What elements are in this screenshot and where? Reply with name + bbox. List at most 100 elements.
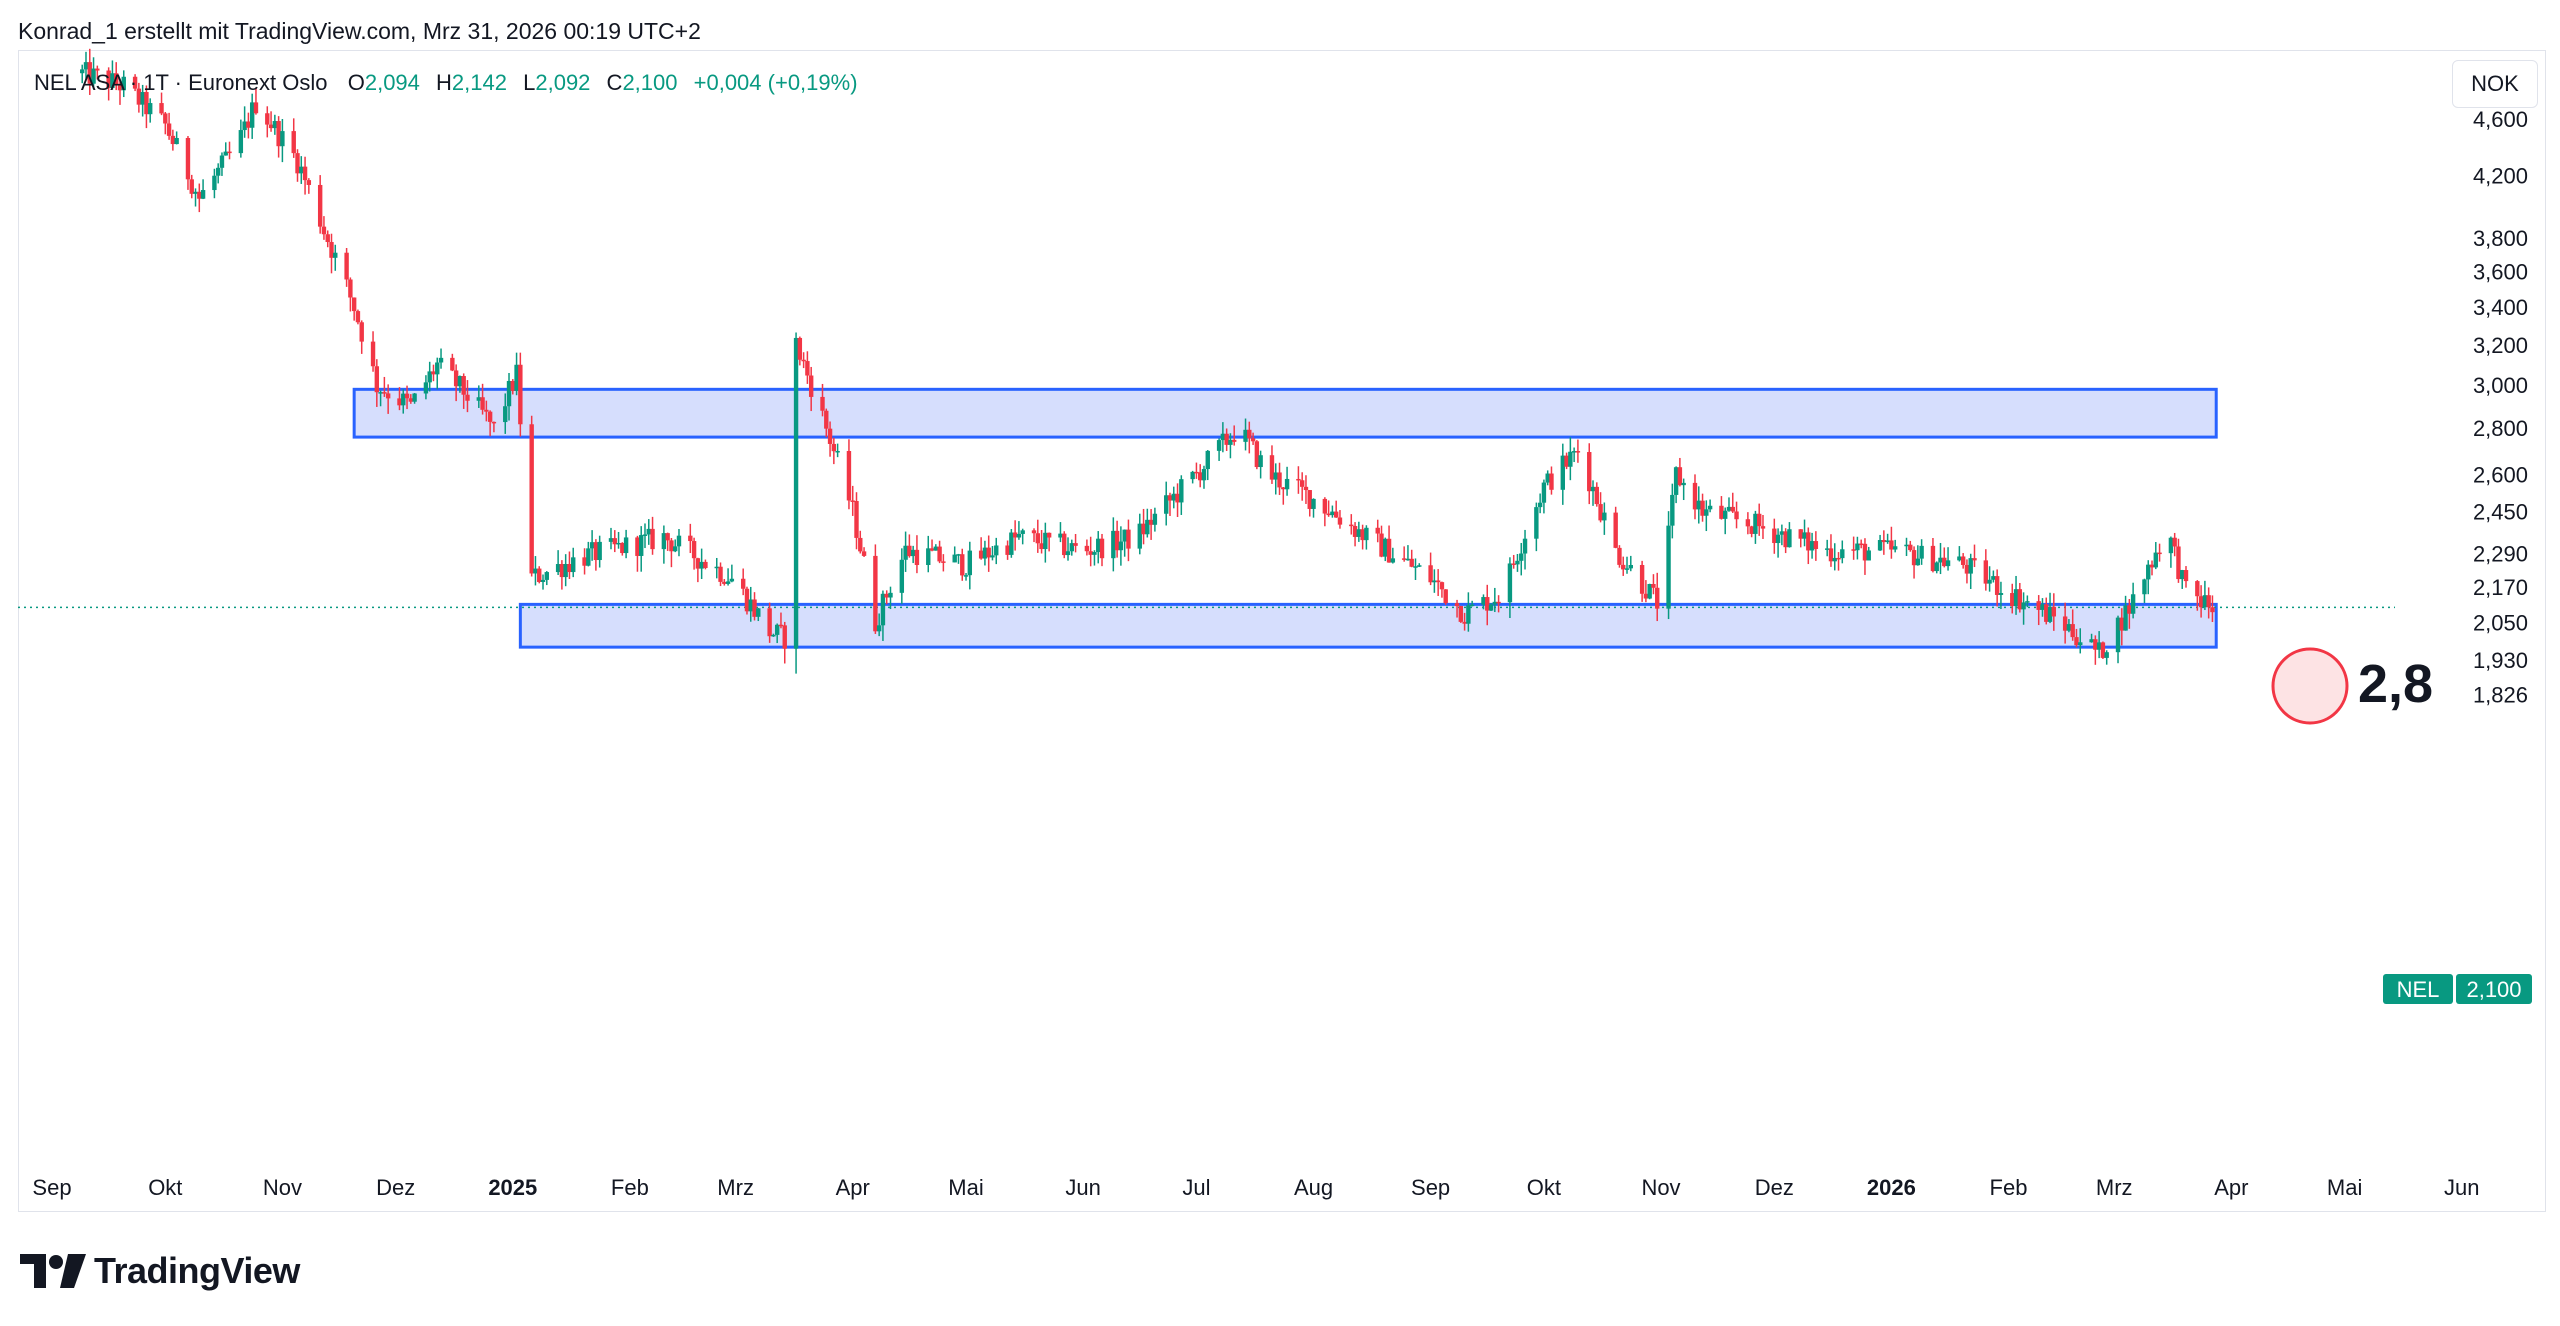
candle-body [835, 451, 840, 453]
candle [514, 352, 519, 396]
candle [888, 586, 893, 610]
candle [408, 394, 414, 404]
candle [850, 485, 855, 516]
candle-body [1624, 568, 1630, 570]
candle [744, 586, 750, 615]
candle [695, 557, 701, 583]
candle [295, 149, 300, 182]
candle [1802, 519, 1807, 547]
candle [174, 131, 179, 145]
candle [223, 142, 228, 156]
price-tick-label: 2,290 [2473, 541, 2528, 566]
candle [1058, 522, 1063, 543]
candle-body [1617, 547, 1622, 565]
candle [1296, 466, 1301, 494]
candle-body [729, 578, 735, 582]
candle [635, 535, 640, 572]
candle [1122, 529, 1127, 557]
candle-body [1639, 564, 1645, 594]
time-tick-label: Feb [611, 1175, 649, 1200]
candle [1824, 539, 1830, 557]
candle [1930, 537, 1936, 573]
candle [533, 556, 538, 586]
candle [359, 320, 364, 354]
candle [1972, 544, 1977, 568]
candle-body [888, 592, 893, 598]
candle [1164, 481, 1169, 526]
candle [933, 544, 939, 551]
candle-body [2195, 581, 2200, 597]
candle-body [1866, 550, 1871, 561]
currency-button[interactable]: NOK [2452, 60, 2538, 108]
candle-body [219, 155, 225, 168]
candle-body [170, 135, 176, 145]
candle [1390, 547, 1396, 564]
candle [994, 537, 999, 565]
candle [1201, 465, 1207, 489]
candle-body [484, 409, 489, 412]
candle [272, 114, 278, 135]
candle [2096, 631, 2102, 659]
candle-body [937, 546, 942, 562]
candle-body [189, 179, 194, 194]
candle-body [774, 624, 780, 635]
candle-body [265, 113, 270, 125]
candle [820, 383, 825, 417]
candle-body [1485, 597, 1490, 611]
candle [778, 612, 784, 629]
chart-frame[interactable] [18, 50, 2546, 1212]
candle [1877, 534, 1883, 551]
candle [782, 621, 787, 664]
candle-body [2021, 602, 2026, 610]
candle [1832, 543, 1837, 571]
candle [1692, 474, 1698, 520]
candle-body [1062, 533, 1067, 556]
candle-body [1877, 540, 1883, 551]
annotation[interactable]: 2,8 [2271, 647, 2433, 725]
candle [1281, 486, 1286, 505]
candle [374, 359, 380, 407]
candle-body [793, 337, 799, 649]
candle-body [197, 191, 202, 199]
price-tick-label: 3,200 [2473, 333, 2528, 358]
candle [876, 613, 882, 637]
candle-body [249, 102, 255, 128]
candle-body [1934, 562, 1939, 572]
candle-body [401, 393, 406, 406]
candle-body [1858, 543, 1864, 546]
candle-body [370, 341, 376, 367]
candle-body [563, 563, 568, 578]
candle [703, 559, 708, 570]
candle-body [1809, 541, 1815, 551]
chart-attribution: Konrad_1 erstellt mit TradingView.com, M… [18, 18, 701, 44]
candle-body [740, 578, 746, 589]
candle-body [223, 151, 228, 156]
candle [2100, 641, 2106, 659]
candle [748, 586, 753, 622]
candle [1126, 519, 1131, 562]
candle-body [718, 566, 723, 582]
candle-body [106, 70, 111, 88]
candle [1987, 566, 1992, 592]
candle [91, 57, 96, 90]
candle-body [1590, 486, 1596, 492]
candle-body [1806, 532, 1811, 551]
candle-body [967, 550, 973, 576]
candle-body [1417, 565, 1422, 567]
candle-body [1137, 523, 1142, 549]
candle-body [1564, 455, 1569, 467]
candle [797, 336, 803, 366]
candle [136, 82, 142, 113]
candle-body [1541, 482, 1547, 503]
candle-body [1991, 576, 1996, 580]
candle [1375, 519, 1380, 543]
candle-body [2093, 639, 2098, 650]
candle-body [1983, 560, 1989, 584]
candle [1892, 539, 1898, 553]
candle [2180, 569, 2185, 589]
candle [1994, 569, 2000, 607]
footer-logo[interactable]: TradingView [20, 1250, 300, 1292]
candle-body [571, 557, 576, 573]
candle [986, 535, 991, 572]
